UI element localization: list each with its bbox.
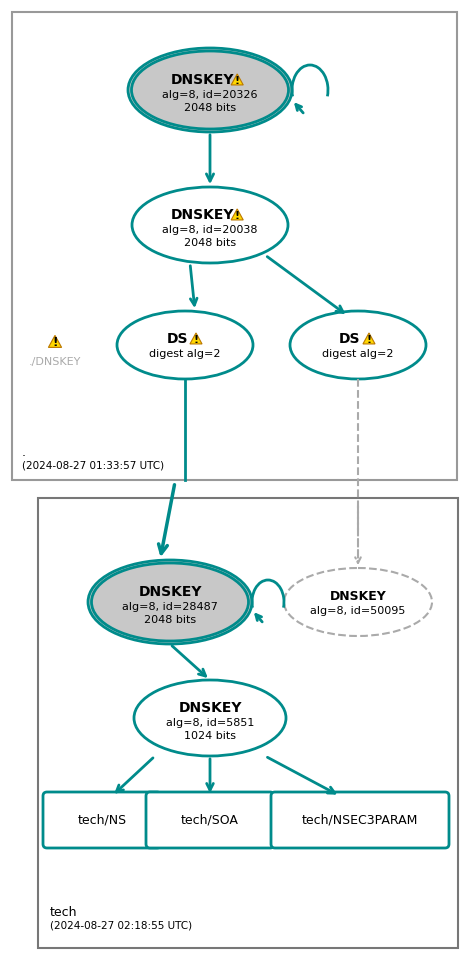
Text: 2048 bits: 2048 bits (144, 615, 196, 625)
Polygon shape (48, 336, 61, 347)
Text: alg=8, id=20326: alg=8, id=20326 (162, 90, 258, 100)
Text: DNSKEY: DNSKEY (170, 73, 234, 87)
Ellipse shape (284, 568, 432, 636)
Text: digest alg=2: digest alg=2 (322, 349, 394, 359)
Text: 1024 bits: 1024 bits (184, 731, 236, 741)
Ellipse shape (88, 560, 252, 644)
Text: alg=8, id=50095: alg=8, id=50095 (310, 606, 406, 616)
Text: .: . (22, 447, 26, 459)
Polygon shape (190, 333, 202, 344)
Ellipse shape (290, 311, 426, 379)
Text: !: ! (234, 210, 240, 221)
Text: DS: DS (166, 332, 188, 346)
Text: tech/NSEC3PARAM: tech/NSEC3PARAM (302, 813, 418, 826)
Text: DNSKEY: DNSKEY (170, 208, 234, 222)
Text: tech/SOA: tech/SOA (181, 813, 239, 826)
Text: DNSKEY: DNSKEY (138, 585, 202, 599)
Text: alg=8, id=5851: alg=8, id=5851 (166, 718, 254, 728)
Text: 2048 bits: 2048 bits (184, 238, 236, 248)
Polygon shape (231, 209, 243, 220)
FancyBboxPatch shape (12, 12, 457, 480)
Ellipse shape (134, 680, 286, 756)
FancyBboxPatch shape (146, 792, 274, 848)
Text: DS: DS (339, 332, 361, 346)
Text: ./DNSKEY: ./DNSKEY (29, 357, 81, 367)
FancyBboxPatch shape (43, 792, 161, 848)
Text: (2024-08-27 02:18:55 UTC): (2024-08-27 02:18:55 UTC) (50, 921, 192, 931)
Text: DNSKEY: DNSKEY (178, 701, 242, 715)
Text: 2048 bits: 2048 bits (184, 103, 236, 113)
Text: !: ! (366, 335, 371, 345)
Text: alg=8, id=28487: alg=8, id=28487 (122, 602, 218, 612)
Text: alg=8, id=20038: alg=8, id=20038 (162, 225, 258, 235)
Polygon shape (231, 74, 243, 85)
Ellipse shape (132, 187, 288, 263)
Text: DNSKEY: DNSKEY (330, 590, 386, 602)
Text: tech: tech (50, 905, 77, 919)
FancyBboxPatch shape (271, 792, 449, 848)
Text: (2024-08-27 01:33:57 UTC): (2024-08-27 01:33:57 UTC) (22, 460, 164, 470)
Text: !: ! (234, 75, 240, 86)
Text: digest alg=2: digest alg=2 (149, 349, 221, 359)
Ellipse shape (128, 48, 292, 132)
FancyBboxPatch shape (38, 498, 458, 948)
Ellipse shape (117, 311, 253, 379)
Text: tech/NS: tech/NS (77, 813, 127, 826)
Text: !: ! (52, 336, 58, 349)
Polygon shape (363, 333, 375, 344)
Text: !: ! (194, 335, 198, 345)
